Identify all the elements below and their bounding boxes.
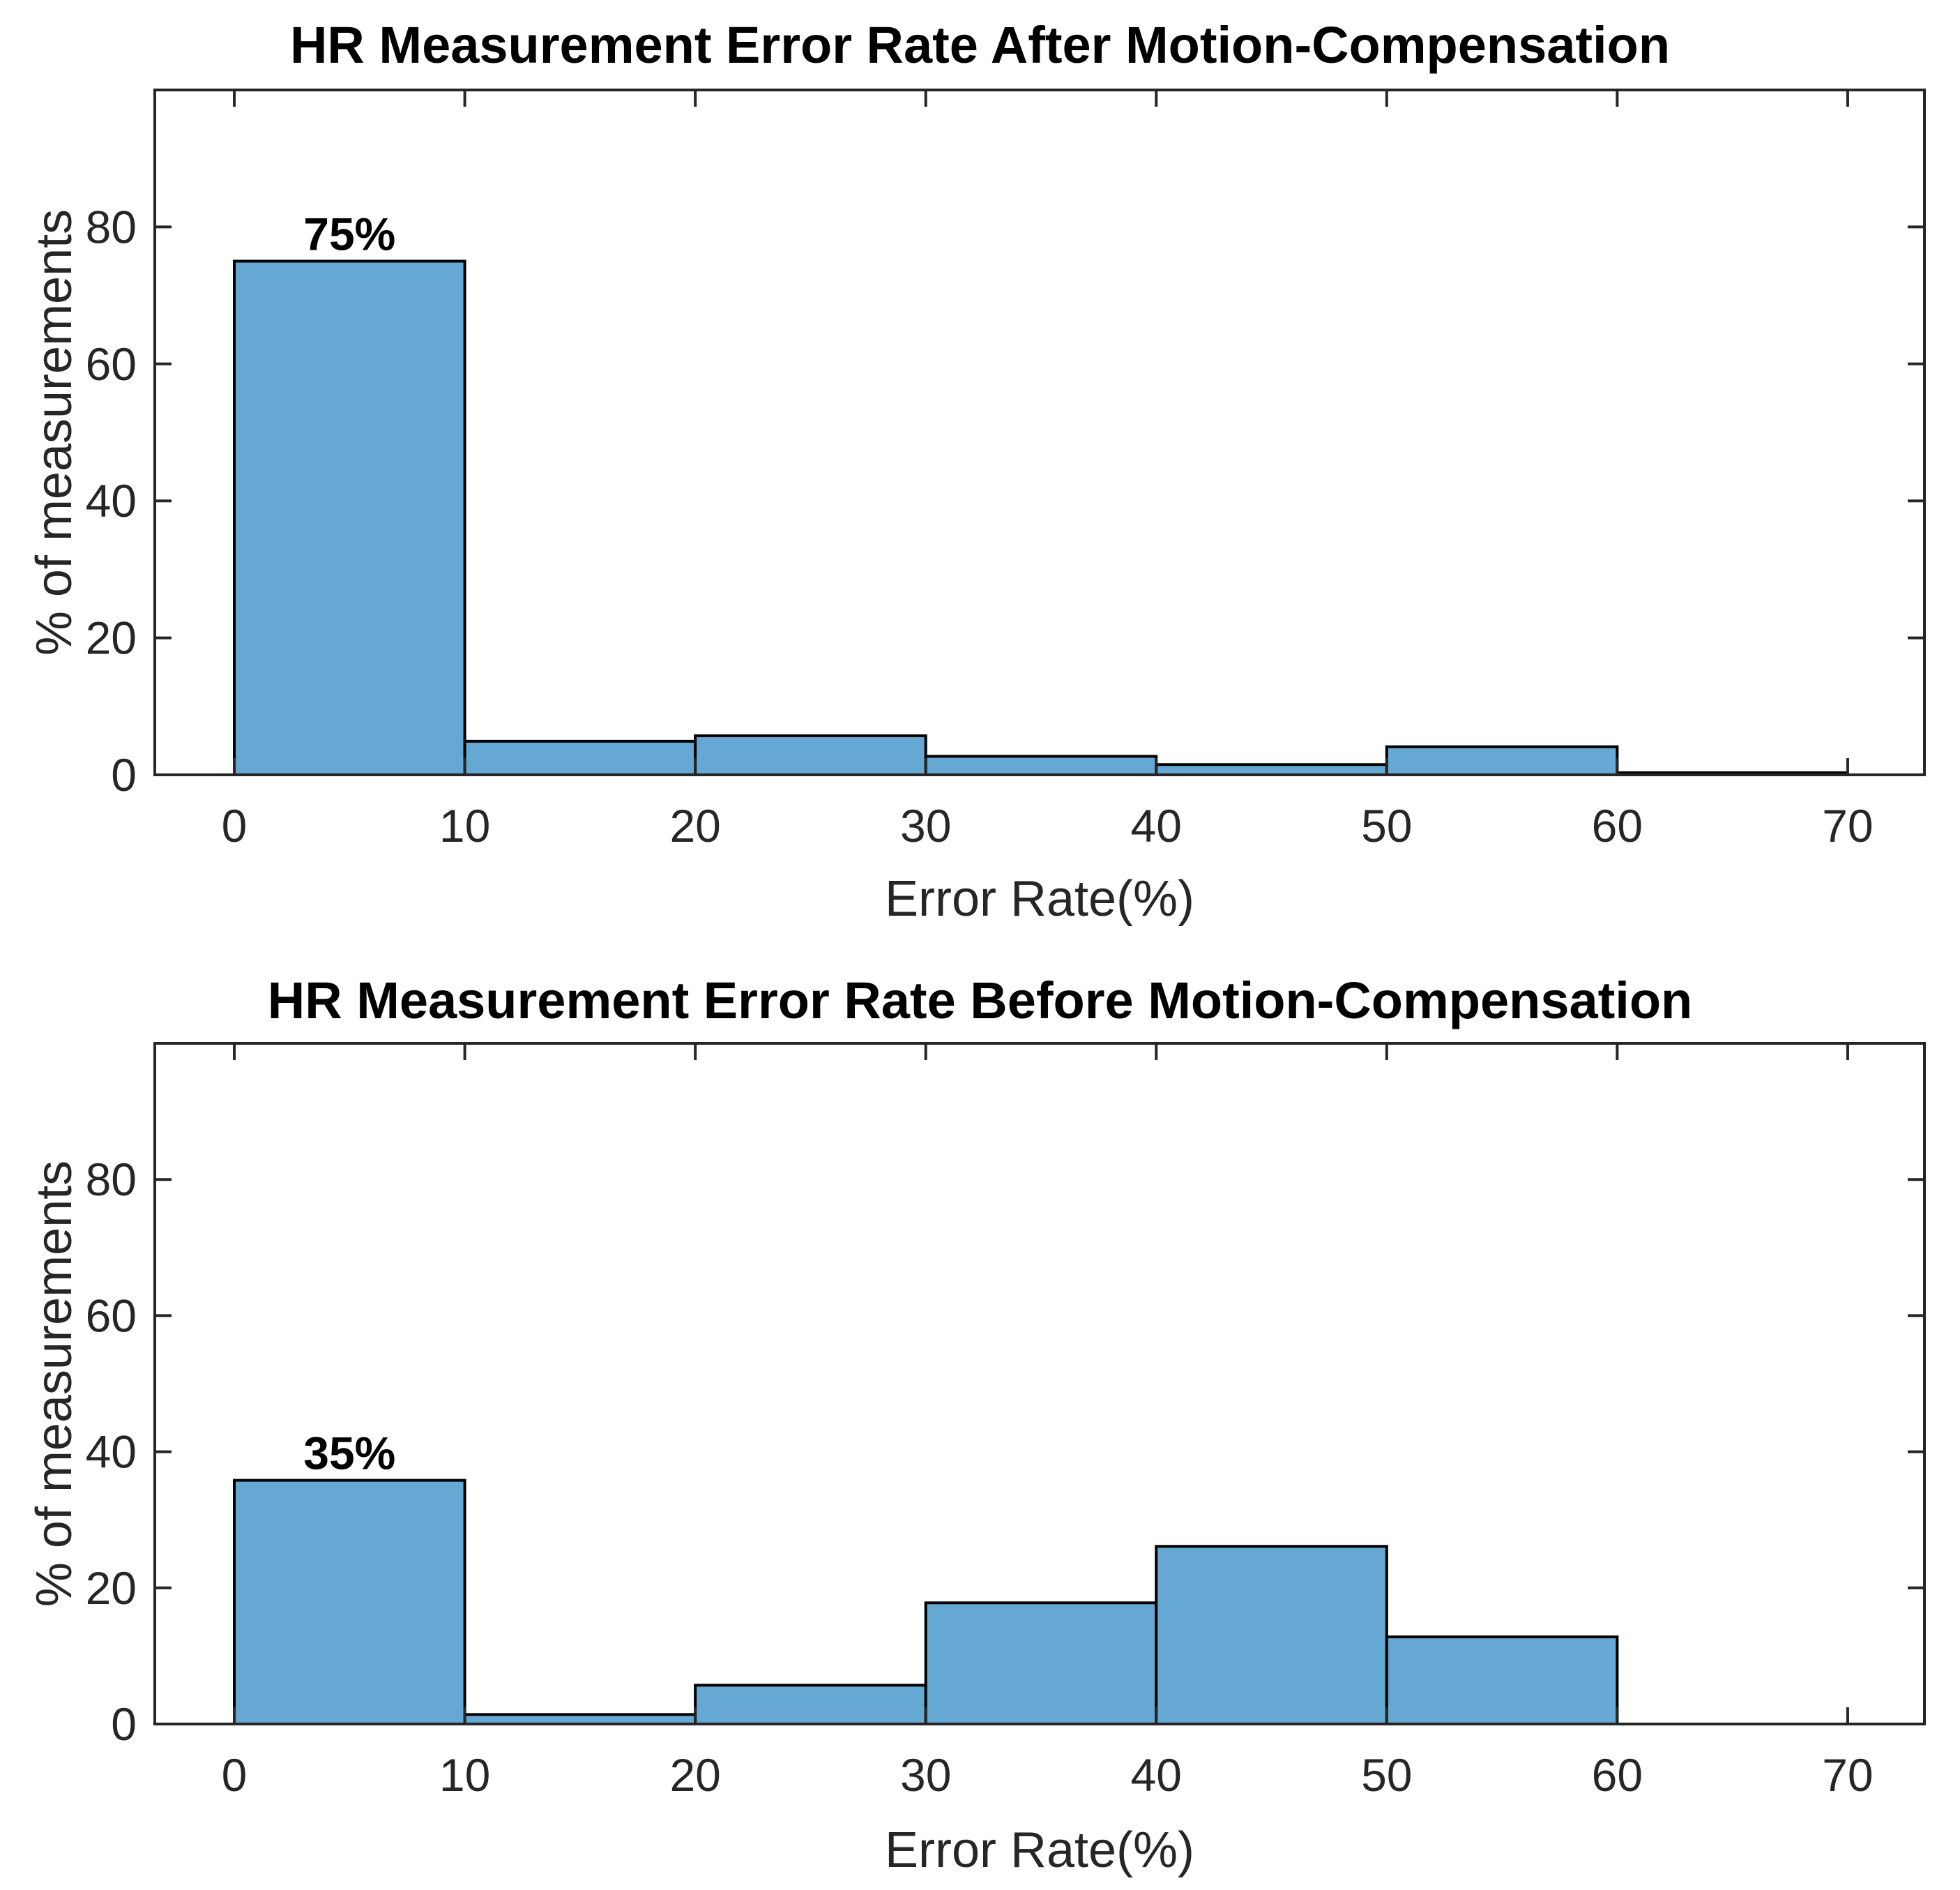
x-tick-label: 30 xyxy=(900,800,951,852)
x-tick-label: 20 xyxy=(669,1749,720,1801)
y-tick-label: 40 xyxy=(86,1426,137,1478)
x-tick-label: 10 xyxy=(439,800,490,852)
histogram-bar xyxy=(694,1684,927,1725)
x-tick-label: 60 xyxy=(1592,800,1643,852)
bar-value-annotation: 75% xyxy=(303,209,395,260)
chart-title-after: HR Measurement Error Rate After Motion-C… xyxy=(289,16,1671,74)
y-tick-label: 20 xyxy=(86,612,137,664)
x-tick-label: 10 xyxy=(439,1749,490,1801)
x-tick-label: 0 xyxy=(222,800,248,852)
histogram-bar xyxy=(694,734,927,776)
x-axis-label-before: Error Rate(%) xyxy=(884,1822,1195,1878)
x-tick-label: 70 xyxy=(1822,1749,1873,1801)
histogram-bar xyxy=(463,1713,697,1725)
y-tick-label: 0 xyxy=(111,1698,137,1750)
x-tick-label: 20 xyxy=(669,800,720,852)
y-tick-label: 40 xyxy=(86,475,137,527)
histogram-bar xyxy=(463,739,697,776)
histogram-bar xyxy=(233,1479,466,1726)
bar-value-annotation: 35% xyxy=(303,1428,395,1479)
y-axis-label-after: % of measurements xyxy=(26,209,82,656)
chart-title-before: HR Measurement Error Rate Before Motion-… xyxy=(267,972,1693,1029)
x-axis-label-after: Error Rate(%) xyxy=(884,871,1195,927)
histogram-bar xyxy=(1385,1635,1619,1726)
plot-border xyxy=(153,1042,1926,1725)
y-tick-label: 0 xyxy=(111,749,137,801)
histogram-bar xyxy=(1155,1545,1388,1725)
x-tick-label: 70 xyxy=(1822,800,1873,852)
x-tick-label: 0 xyxy=(222,1749,248,1801)
histogram-bar xyxy=(233,259,466,776)
y-axis-label-before: % of measurements xyxy=(26,1160,82,1608)
x-tick-label: 40 xyxy=(1131,1749,1182,1801)
y-tick-label: 60 xyxy=(86,338,137,390)
y-tick-label: 20 xyxy=(86,1562,137,1614)
histogram-bar xyxy=(1385,745,1619,777)
y-tick-label: 80 xyxy=(86,201,137,252)
plot-border xyxy=(153,89,1926,776)
x-tick-label: 30 xyxy=(900,1749,951,1801)
x-tick-label: 60 xyxy=(1592,1749,1643,1801)
histogram-bar xyxy=(1155,763,1388,777)
x-tick-label: 40 xyxy=(1131,800,1182,852)
x-tick-label: 50 xyxy=(1361,800,1412,852)
histogram-bar xyxy=(924,1601,1158,1725)
y-tick-label: 80 xyxy=(86,1154,137,1205)
y-tick-label: 60 xyxy=(86,1290,137,1341)
histogram-bar xyxy=(924,755,1158,776)
x-tick-label: 50 xyxy=(1361,1749,1412,1801)
